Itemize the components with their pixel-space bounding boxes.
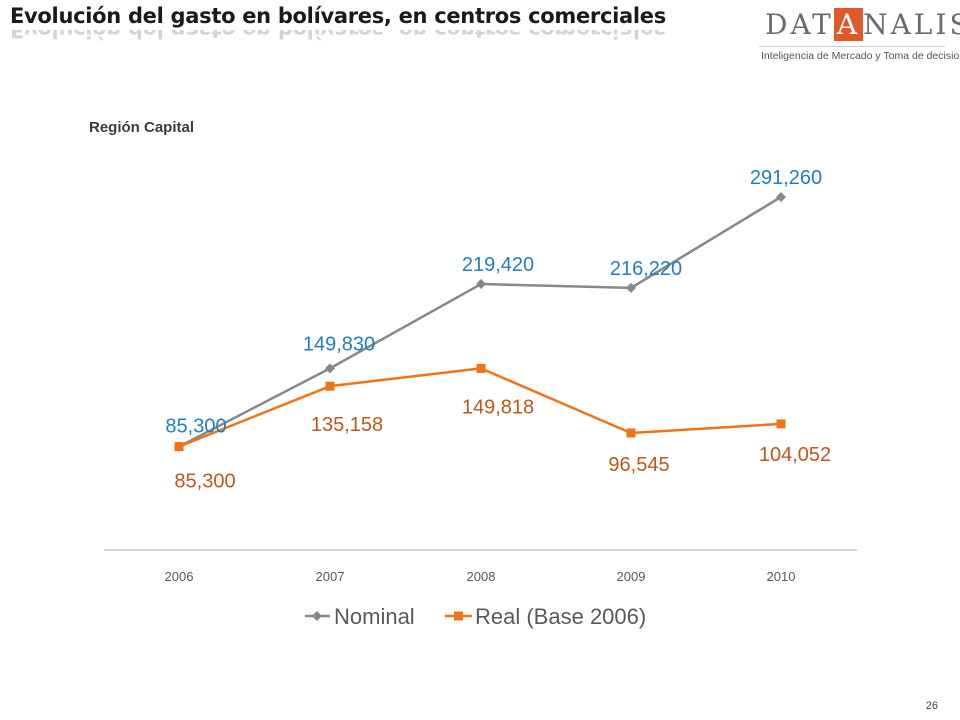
legend-marker-diamond	[312, 611, 322, 621]
data-label: 219,420	[462, 254, 534, 276]
page-number: 26	[925, 700, 938, 712]
data-point-diamond	[626, 282, 636, 293]
x-tick-label: 2008	[467, 569, 496, 584]
data-point-square	[325, 381, 335, 391]
data-point-square	[476, 363, 486, 373]
legend-label-real: Real (Base 2006)	[475, 604, 646, 629]
data-point-square	[776, 419, 786, 429]
legend-marker-square	[454, 611, 463, 621]
data-label: 149,830	[303, 333, 375, 355]
datanalisis-logo: DATANALISIS Inteligencia de Mercado y To…	[755, 8, 960, 68]
data-label: 96,545	[608, 454, 669, 476]
data-label: 85,300	[174, 471, 235, 493]
data-label: 216,220	[610, 258, 682, 280]
data-point-diamond	[476, 279, 486, 290]
logo-wordmark: DATANALISIS	[765, 8, 960, 41]
logo-word-start: DAT	[765, 8, 834, 41]
data-point-diamond	[325, 363, 335, 374]
slide-title: Evolución del gasto en bolívares, en cen…	[10, 4, 666, 28]
logo-divider	[759, 46, 945, 47]
data-label: 85,300	[165, 416, 226, 438]
logo-word-boxed-letter: A	[833, 8, 864, 41]
data-label: 135,158	[311, 414, 383, 436]
x-tick-label: 2007	[316, 569, 345, 584]
data-point-diamond	[776, 191, 786, 202]
data-point-square	[174, 442, 184, 452]
x-tick-label: 2010	[767, 569, 796, 584]
x-tick-label: 2009	[617, 569, 646, 584]
data-label: 149,818	[462, 396, 534, 418]
data-label: 104,052	[759, 444, 831, 466]
legend-label-nominal: Nominal	[334, 604, 415, 629]
data-point-square	[626, 428, 636, 438]
x-tick-label: 2006	[165, 569, 194, 584]
chart-subtitle: Región Capital	[89, 119, 195, 136]
logo-tagline: Inteligencia de Mercado y Toma de decisi…	[761, 50, 960, 62]
logo-word-end: NALISIS	[863, 8, 960, 41]
data-label: 291,260	[750, 167, 822, 189]
